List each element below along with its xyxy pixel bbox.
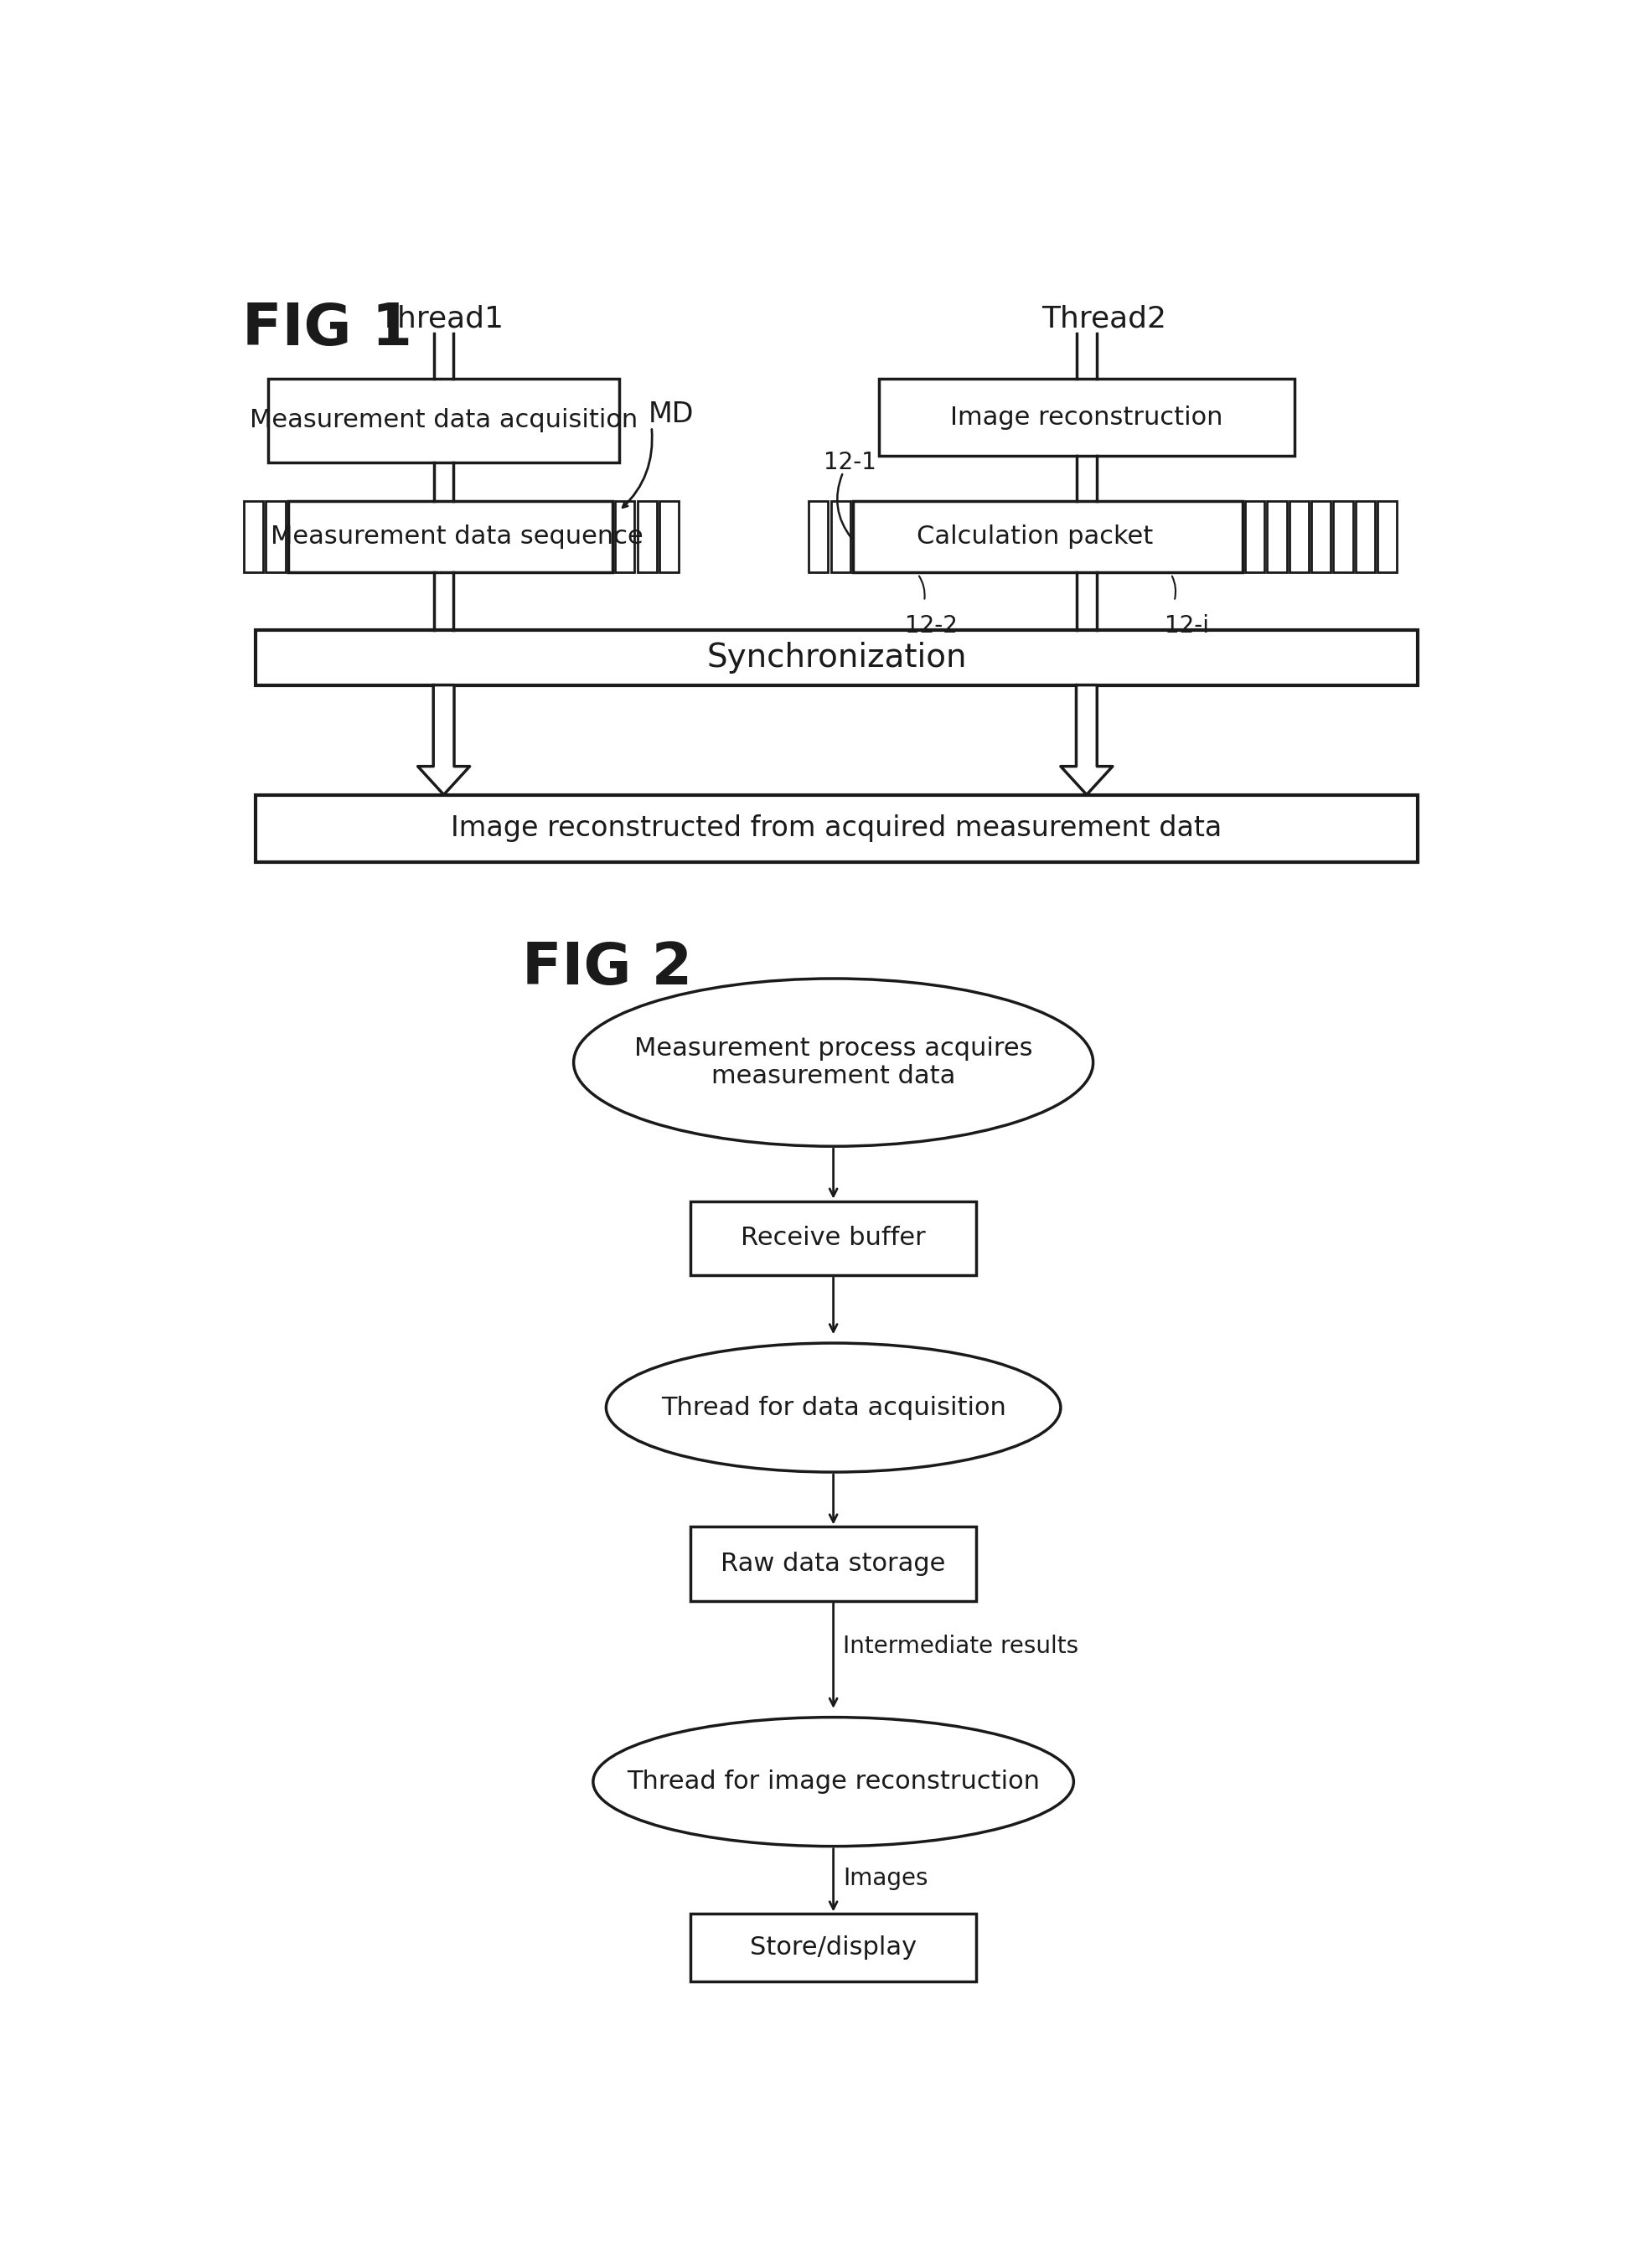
Bar (690, 1202, 977, 1275)
Polygon shape (1076, 685, 1097, 767)
Text: Intermediate results: Intermediate results (843, 1635, 1079, 1658)
Bar (256, 794, 1418, 862)
Bar (1289, 501, 1309, 572)
Bar (690, 1526, 977, 1601)
Bar (244, 501, 264, 572)
Polygon shape (433, 685, 454, 767)
Text: Store/display: Store/display (751, 1935, 917, 1960)
Text: Images: Images (843, 1867, 928, 1889)
Bar (1377, 501, 1397, 572)
Bar (637, 501, 656, 572)
Text: Synchronization: Synchronization (707, 642, 967, 674)
Bar (1267, 501, 1286, 572)
Bar (830, 501, 850, 572)
Ellipse shape (606, 1343, 1061, 1472)
Bar (1245, 501, 1265, 572)
Text: Thread1: Thread1 (379, 304, 503, 333)
Text: 12-1: 12-1 (824, 451, 876, 474)
Text: Thread for data acquisition: Thread for data acquisition (661, 1395, 1006, 1420)
Text: Image reconstructed from acquired measurement data: Image reconstructed from acquired measur… (451, 814, 1223, 841)
Text: 12-i: 12-i (1164, 615, 1210, 637)
Text: Raw data storage: Raw data storage (721, 1551, 946, 1576)
Ellipse shape (573, 978, 1092, 1145)
Text: Calculation packet: Calculation packet (917, 524, 1153, 549)
Bar (659, 501, 679, 572)
Polygon shape (418, 767, 470, 794)
Text: Measurement data sequence: Measurement data sequence (270, 524, 643, 549)
Text: Receive buffer: Receive buffer (741, 1227, 926, 1250)
Polygon shape (1061, 767, 1112, 794)
Text: FIG 1: FIG 1 (243, 302, 412, 358)
Bar (879, 379, 1294, 456)
Bar (853, 501, 1242, 572)
Text: MD: MD (648, 399, 694, 429)
Bar (269, 379, 619, 463)
Bar (256, 631, 1418, 685)
Text: Measurement data acquisition: Measurement data acquisition (249, 408, 638, 433)
Text: Thread for image reconstruction: Thread for image reconstruction (627, 1769, 1040, 1794)
Bar (1333, 501, 1353, 572)
Bar (690, 1914, 977, 1982)
Text: Thread2: Thread2 (1042, 304, 1166, 333)
Ellipse shape (593, 1717, 1073, 1846)
Text: Measurement process acquires
measurement data: Measurement process acquires measurement… (635, 1036, 1032, 1089)
Bar (1311, 501, 1330, 572)
Text: FIG 2: FIG 2 (521, 939, 692, 996)
Bar (809, 501, 829, 572)
Bar (615, 501, 635, 572)
Bar (1356, 501, 1376, 572)
Text: Image reconstruction: Image reconstruction (951, 406, 1223, 429)
Bar (265, 501, 285, 572)
Text: 12-2: 12-2 (905, 615, 957, 637)
Bar (288, 501, 612, 572)
